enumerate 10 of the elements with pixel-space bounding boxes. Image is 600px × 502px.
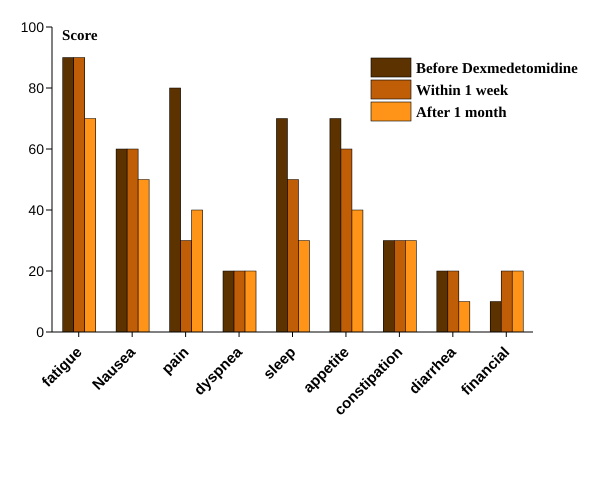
y-tick-label: 80	[28, 80, 44, 96]
y-tick-label: 40	[28, 202, 44, 218]
y-tick-label: 60	[28, 140, 44, 157]
y-axis-title: Score	[62, 28, 98, 44]
legend-label: After 1 month	[416, 105, 508, 121]
legend-label: Within 1 week	[416, 83, 509, 99]
y-tick-label: 0	[36, 324, 44, 340]
y-tick-label: 20	[28, 262, 44, 279]
legend-label: Before Dexmedetomidine	[416, 61, 578, 77]
y-tick-label: 100	[20, 18, 44, 35]
